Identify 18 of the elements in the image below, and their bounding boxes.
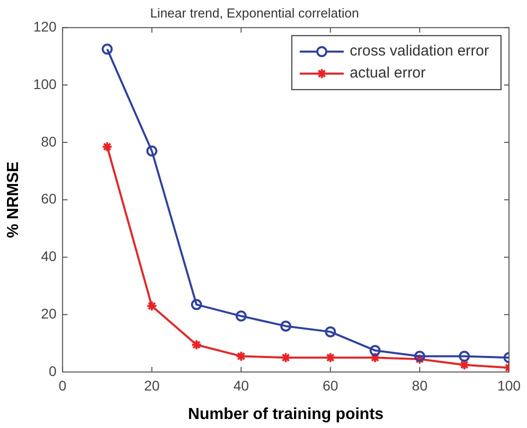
y-tick-label: 40 bbox=[40, 248, 57, 264]
x-tick-label: 100 bbox=[497, 377, 521, 394]
x-axis-title: Number of training points bbox=[188, 406, 384, 423]
chart-title: Linear trend, Exponential correlation bbox=[150, 5, 359, 20]
y-tick-label: 20 bbox=[40, 305, 57, 322]
legend-label: cross validation error bbox=[350, 42, 490, 60]
x-tick-label: 60 bbox=[322, 377, 338, 394]
y-tick-label: 100 bbox=[33, 76, 57, 92]
x-tick-label: 20 bbox=[144, 377, 160, 394]
y-tick-label: 0 bbox=[48, 362, 57, 379]
y-axis-title: % NRMSE bbox=[5, 161, 22, 238]
x-tick-label: 0 bbox=[58, 377, 67, 394]
x-tick-label: 80 bbox=[412, 377, 428, 394]
y-tick-label: 60 bbox=[40, 190, 57, 207]
y-tick-label: 80 bbox=[40, 133, 57, 150]
legend-label: actual error bbox=[350, 64, 426, 82]
y-tick-label: 120 bbox=[33, 18, 57, 34]
x-tick-label: 40 bbox=[233, 377, 250, 394]
